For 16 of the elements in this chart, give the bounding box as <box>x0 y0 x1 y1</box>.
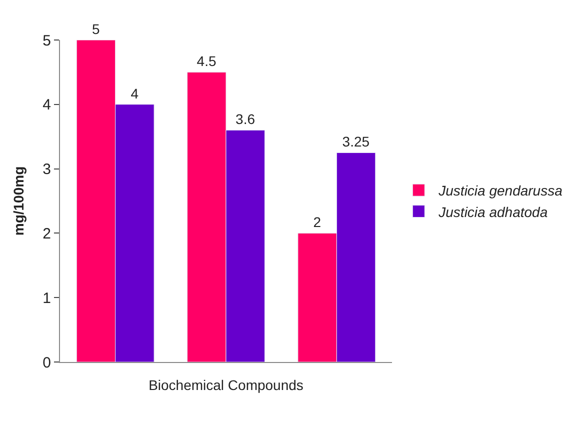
data-label: 4 <box>130 85 139 102</box>
y-axis-title: mg/100mg <box>10 166 26 236</box>
data-label: 5 <box>92 21 100 37</box>
x-axis-title: Biochemical Compounds <box>148 376 304 393</box>
y-tick-label: 3 <box>42 161 51 178</box>
y-tick-label: 1 <box>42 290 51 307</box>
data-label: 2 <box>313 214 322 230</box>
data-label: 4.5 <box>196 53 216 70</box>
y-tick-label: 5 <box>42 32 51 50</box>
y-tick-label: 2 <box>42 225 51 242</box>
legend-label: Justicia gendarussa <box>438 182 563 199</box>
data-label: 3.25 <box>342 134 370 150</box>
legend-label: Justicia adhatoda <box>438 204 548 220</box>
data-label: 3.6 <box>236 111 256 128</box>
y-tick-label: 4 <box>42 96 51 114</box>
y-tick-label: 0 <box>42 354 51 372</box>
